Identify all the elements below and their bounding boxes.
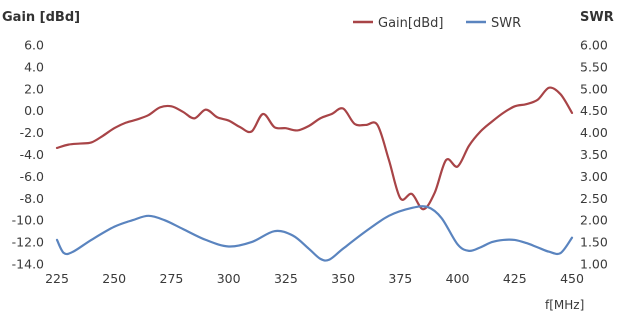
x-tick-label: 250 xyxy=(102,271,126,286)
left-y-tick-label: -8.0 xyxy=(20,191,44,206)
right-y-tick-label: 1.00 xyxy=(580,257,608,272)
x-tick-label: 300 xyxy=(217,271,241,286)
right-y-tick-label: 4.50 xyxy=(580,103,608,118)
left-y-tick-label: -12.0 xyxy=(12,235,44,250)
x-tick-labels: 225 250 275 300 325 350 375 400 425 450 xyxy=(45,271,584,286)
left-y-tick-label: 0.0 xyxy=(24,103,44,118)
left-y-tick-label: -4.0 xyxy=(20,147,44,162)
series-lines xyxy=(55,86,574,262)
x-tick-label: 350 xyxy=(331,271,355,286)
left-y-tick-label: 2.0 xyxy=(24,81,44,96)
x-tick-label: 375 xyxy=(388,271,412,286)
right-y-tick-label: 3.50 xyxy=(580,147,608,162)
left-y-tick-label: -2.0 xyxy=(20,125,44,140)
x-tick-label: 425 xyxy=(503,271,527,286)
right-y-tick-label: 1.50 xyxy=(580,235,608,250)
right-y-tick-label: 6.00 xyxy=(580,38,608,53)
left-y-tick-labels: 6.0 4.0 2.0 0.0 -2.0 -4.0 -6.0 -8.0 -10.0 -12.0 -1… xyxy=(12,38,44,272)
gain-series-line xyxy=(55,86,574,211)
right-y-tick-labels: 6.00 5.50 5.00 4.50 4.00 3.50 3.00 2.50 2.00 1.50… xyxy=(580,38,608,272)
legend-label-gain: Gain[dBd] xyxy=(378,16,443,31)
legend-label-swr: SWR xyxy=(491,16,521,31)
right-y-tick-label: 2.50 xyxy=(580,191,608,206)
x-axis-title: f[MHz] xyxy=(545,298,584,312)
x-tick-label: 450 xyxy=(560,271,584,286)
x-tick-label: 325 xyxy=(274,271,298,286)
left-y-tick-label: -14.0 xyxy=(12,257,44,272)
swr-series-line xyxy=(55,205,574,262)
right-y-tick-label: 4.00 xyxy=(580,125,608,140)
left-axis-title: Gain [dBd] xyxy=(2,10,80,25)
legend: Gain[dBd] SWR xyxy=(353,16,521,31)
right-axis-title: SWR xyxy=(580,10,614,25)
left-y-tick-label: 4.0 xyxy=(24,59,44,74)
left-y-tick-label: -10.0 xyxy=(12,213,44,228)
x-tick-label: 400 xyxy=(446,271,470,286)
left-y-tick-label: -6.0 xyxy=(20,169,44,184)
right-y-tick-label: 2.00 xyxy=(580,213,608,228)
right-y-tick-label: 5.50 xyxy=(580,59,608,74)
x-tick-label: 225 xyxy=(45,271,69,286)
right-y-tick-label: 5.00 xyxy=(580,81,608,96)
right-y-tick-label: 3.00 xyxy=(580,169,608,184)
left-y-tick-label: 6.0 xyxy=(24,38,44,53)
x-tick-label: 275 xyxy=(160,271,184,286)
